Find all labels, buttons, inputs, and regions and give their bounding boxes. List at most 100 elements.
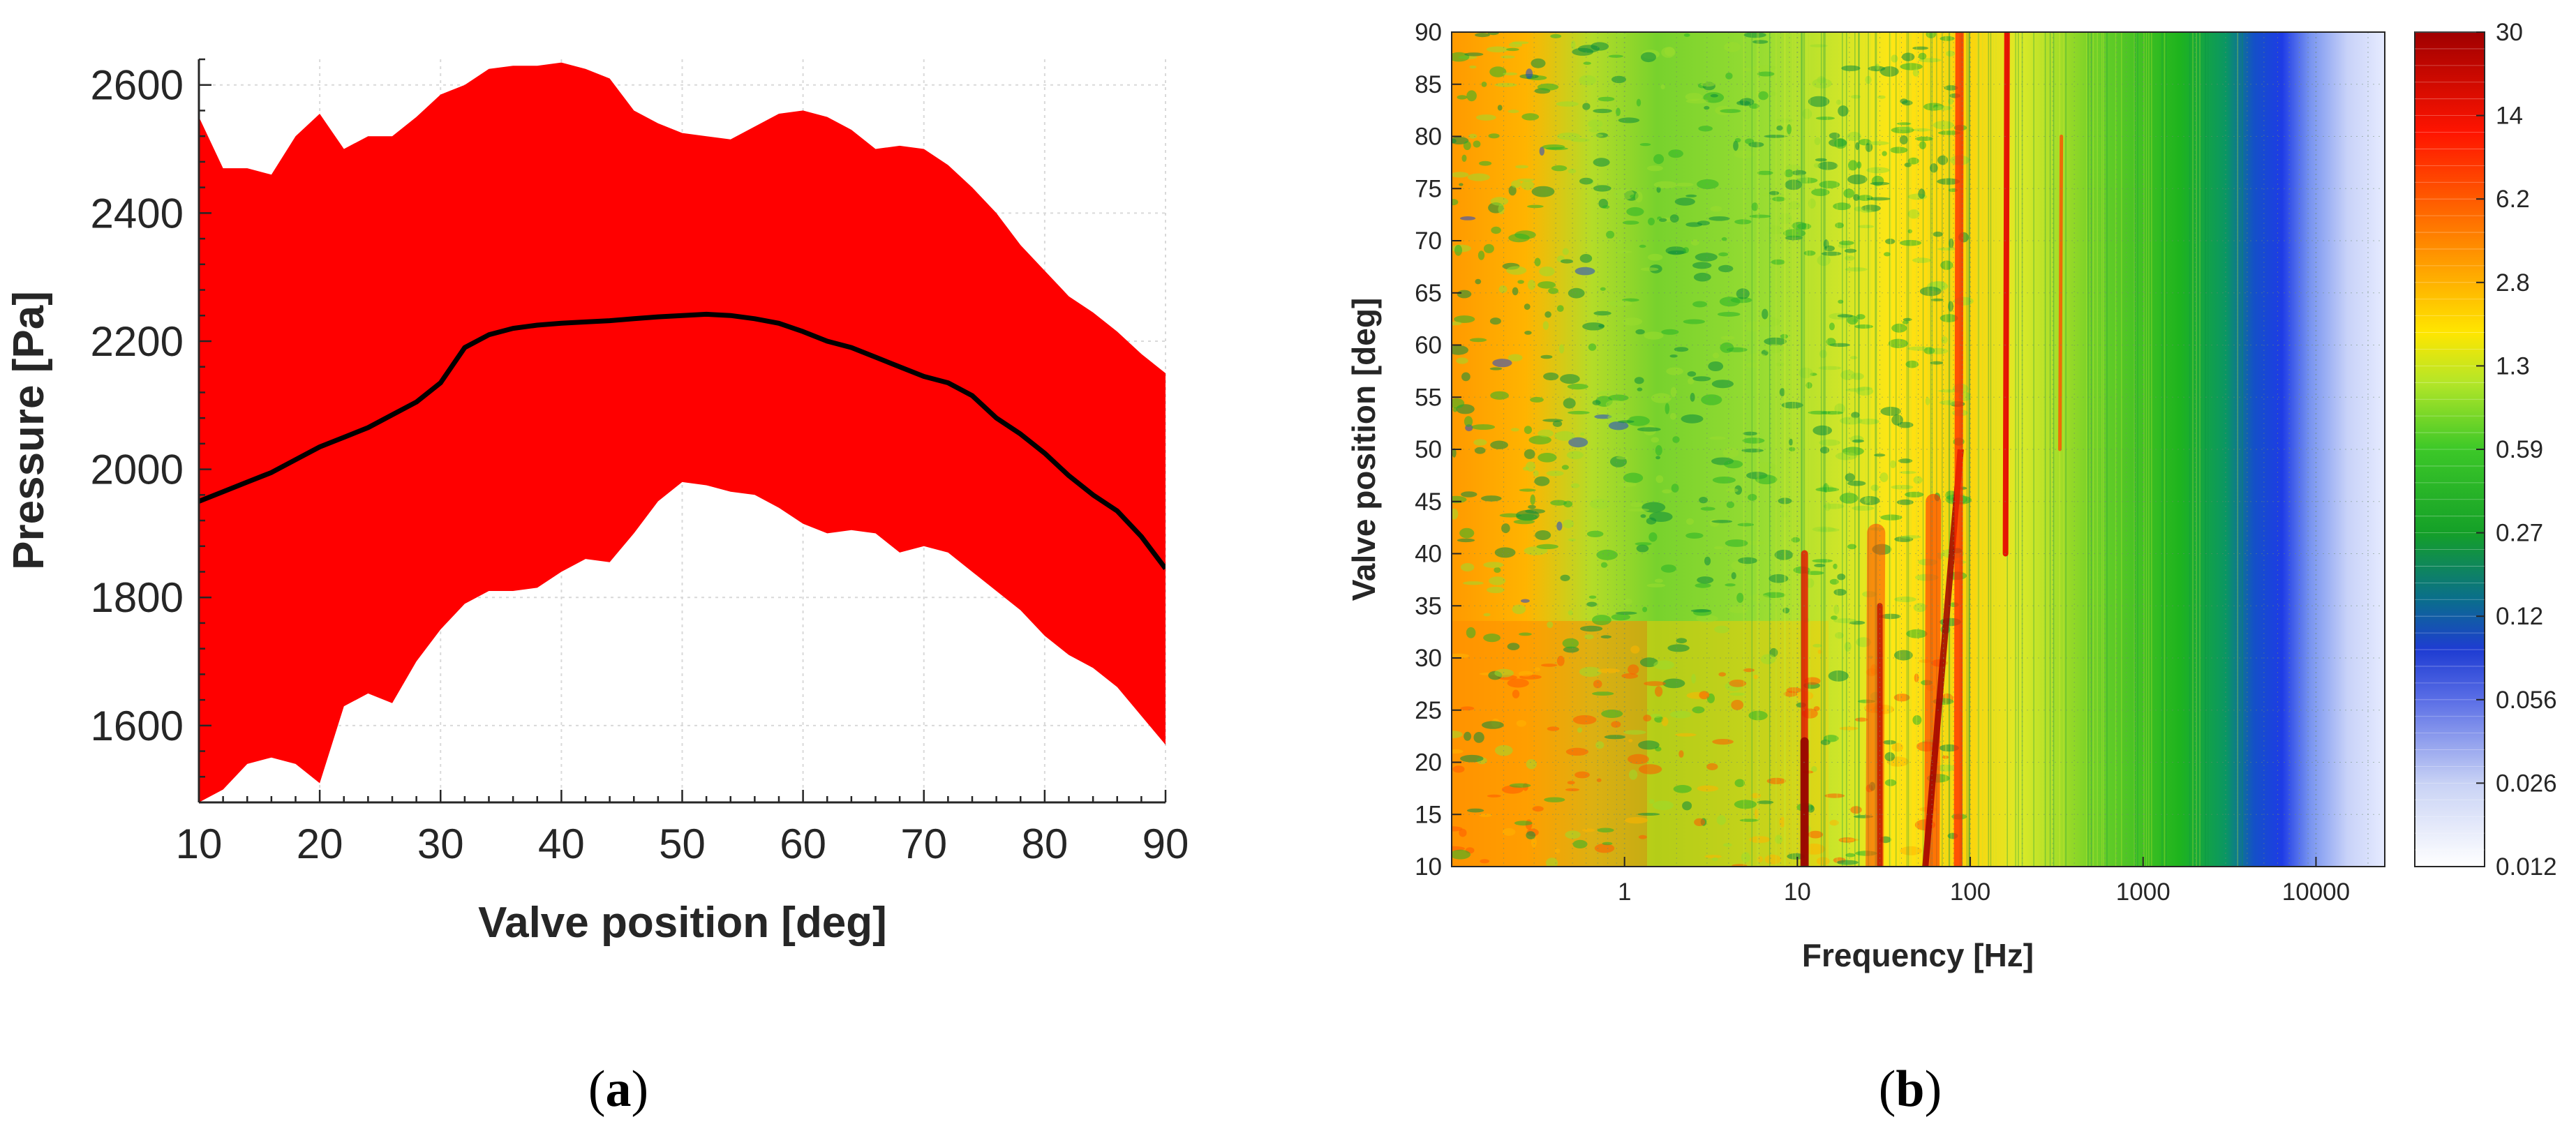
texture-speck bbox=[1778, 497, 1792, 504]
texture-speck bbox=[1818, 366, 1841, 370]
texture-speck bbox=[1937, 130, 1961, 135]
texture-speck bbox=[1503, 72, 1518, 75]
x-tick-label-2: 30 bbox=[417, 821, 464, 867]
texture-speck bbox=[1494, 547, 1516, 558]
texture-speck bbox=[1452, 448, 1457, 458]
texture-speck bbox=[1743, 431, 1758, 436]
y-tick-b-label-3: 25 bbox=[1415, 697, 1442, 724]
texture-speck bbox=[1829, 132, 1840, 140]
texture-speck bbox=[1687, 371, 1697, 377]
texture-speck bbox=[1821, 251, 1842, 256]
texture-speck bbox=[1690, 609, 1711, 613]
texture-speck bbox=[1512, 604, 1526, 615]
texture-speck bbox=[1863, 496, 1870, 504]
y-tick-b-label-10: 60 bbox=[1415, 332, 1442, 359]
texture-speck bbox=[1753, 675, 1759, 680]
texture-speck bbox=[1845, 473, 1855, 482]
texture-speck bbox=[1762, 308, 1769, 320]
texture-speck bbox=[1506, 266, 1527, 275]
texture-speck bbox=[1487, 586, 1505, 594]
texture-speck bbox=[1748, 594, 1770, 601]
texture-speck bbox=[1731, 572, 1736, 580]
texture-speck bbox=[1539, 267, 1555, 276]
texture-speck bbox=[1452, 749, 1464, 754]
texture-speck bbox=[1718, 672, 1726, 677]
texture-speck bbox=[1461, 372, 1471, 382]
x-axis-label-b: Frequency [Hz] bbox=[1802, 937, 2034, 973]
texture-speck bbox=[1490, 391, 1510, 400]
texture-speck bbox=[1817, 161, 1838, 170]
texture-speck bbox=[1551, 165, 1568, 172]
x-tick-label-7: 80 bbox=[1022, 821, 1069, 867]
texture-speck bbox=[1880, 613, 1901, 620]
texture-speck bbox=[1697, 576, 1714, 584]
texture-speck bbox=[1723, 843, 1732, 847]
texture-speck bbox=[1534, 476, 1550, 486]
texture-speck bbox=[1912, 68, 1919, 77]
texture-speck bbox=[1452, 398, 1465, 409]
texture-speck bbox=[1745, 321, 1761, 332]
texture-speck bbox=[1567, 384, 1588, 390]
x-tick-label-1: 20 bbox=[297, 821, 343, 867]
texture-speck bbox=[1538, 281, 1556, 289]
y-tick-label-3: 2200 bbox=[91, 318, 184, 365]
colorbar-tick-label-9: 14 bbox=[2496, 103, 2523, 130]
texture-speck bbox=[1745, 138, 1755, 144]
texture-speck bbox=[1839, 838, 1859, 841]
texture-speck bbox=[1540, 664, 1558, 667]
y-tick-b-label-1: 15 bbox=[1415, 801, 1442, 828]
texture-speck bbox=[1712, 739, 1734, 745]
mean-pressure-line bbox=[199, 311, 1166, 571]
texture-speck bbox=[1787, 124, 1792, 135]
texture-speck bbox=[1544, 311, 1551, 318]
texture-speck bbox=[1452, 172, 1469, 178]
texture-speck bbox=[1546, 858, 1558, 867]
texture-speck bbox=[1698, 126, 1713, 132]
ticks-a: 10 20 30 40 50 60 70 80 90 1600 1800 2000 2200 2400 26… bbox=[91, 58, 1189, 867]
texture-speck bbox=[1508, 186, 1517, 196]
texture-speck bbox=[1874, 454, 1886, 457]
y-tick-b-label-12: 70 bbox=[1415, 227, 1442, 255]
texture-speck bbox=[1826, 338, 1836, 346]
texture-speck bbox=[1655, 686, 1663, 697]
texture-speck bbox=[1621, 673, 1639, 679]
texture-speck bbox=[1812, 78, 1832, 89]
texture-speck bbox=[1508, 233, 1530, 243]
texture-speck bbox=[1660, 564, 1676, 573]
texture-speck bbox=[1661, 329, 1679, 335]
texture-speck bbox=[1829, 820, 1839, 826]
texture-speck bbox=[1884, 779, 1897, 786]
y-tick-b-label-13: 75 bbox=[1415, 175, 1442, 202]
colorbar-tick-label-0: 0.012 bbox=[2496, 853, 2557, 881]
texture-speck bbox=[1639, 244, 1646, 248]
texture-speck bbox=[1468, 133, 1477, 139]
texture-speck bbox=[1855, 142, 1860, 151]
texture-speck bbox=[1570, 40, 1576, 50]
texture-speck bbox=[1685, 93, 1703, 101]
texture-speck bbox=[1589, 499, 1611, 509]
texture-speck bbox=[1803, 250, 1816, 256]
texture-speck bbox=[1913, 476, 1923, 484]
texture-speck bbox=[1670, 387, 1677, 398]
texture-speck bbox=[1757, 317, 1780, 327]
texture-speck bbox=[1792, 221, 1807, 230]
texture-speck bbox=[1930, 361, 1944, 365]
texture-speck bbox=[1819, 439, 1840, 447]
texture-speck bbox=[1460, 754, 1484, 763]
texture-speck bbox=[1944, 85, 1958, 91]
texture-speck bbox=[1565, 747, 1588, 756]
texture-speck bbox=[1733, 140, 1739, 151]
texture-speck bbox=[1814, 137, 1821, 145]
texture-speck bbox=[1824, 502, 1831, 511]
texture-speck bbox=[1747, 541, 1764, 546]
texture-speck bbox=[1628, 770, 1638, 780]
y-tick-b-label-14: 80 bbox=[1415, 123, 1442, 151]
texture-speck bbox=[1471, 424, 1496, 430]
texture-speck bbox=[1593, 185, 1611, 192]
texture-speck bbox=[1819, 181, 1840, 188]
texture-speck bbox=[1720, 336, 1735, 340]
texture-speck bbox=[1948, 98, 1954, 105]
texture-speck bbox=[1457, 95, 1468, 100]
texture-speck bbox=[1570, 483, 1580, 488]
texture-speck bbox=[1856, 387, 1874, 396]
